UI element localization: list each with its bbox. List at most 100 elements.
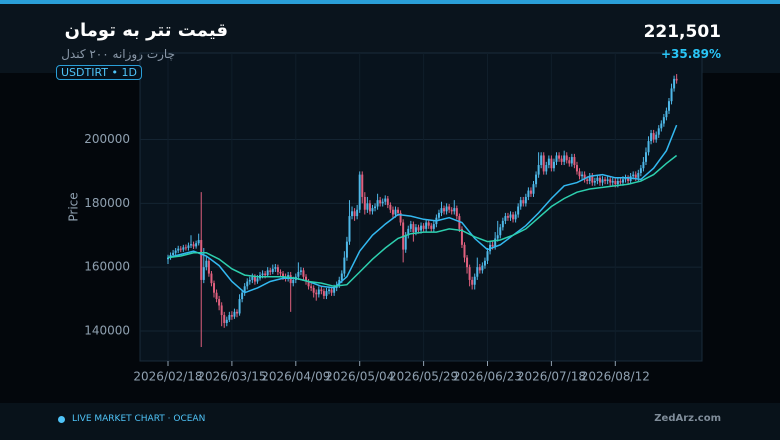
candle-body <box>532 184 535 194</box>
y-tick-label: 160000 <box>84 260 130 274</box>
candle-body <box>289 275 292 284</box>
y-tick-label: 180000 <box>84 196 130 210</box>
symbol-badge: USDTIRT • 1D <box>56 65 142 80</box>
candle-body <box>455 208 458 217</box>
candle-body <box>476 267 479 277</box>
candle-body <box>509 214 512 218</box>
candle-body <box>299 270 302 272</box>
candle-body <box>246 281 249 287</box>
candle-body <box>501 220 504 228</box>
candle-body <box>376 200 379 207</box>
candle-body <box>632 174 635 177</box>
candle-body <box>581 174 584 177</box>
candle-body <box>496 235 499 239</box>
candle-body <box>578 171 581 177</box>
candle-body <box>460 228 463 245</box>
title: قیمت تتر به تومان <box>64 20 228 41</box>
last-price: 221,501 <box>643 22 721 42</box>
candle-body <box>486 251 489 261</box>
moving-average-line <box>167 124 678 294</box>
candle-body <box>565 155 568 161</box>
candle-body <box>540 155 543 166</box>
candle-body <box>552 161 555 169</box>
x-tick-label: 2026/03/15 <box>197 370 266 384</box>
candle-body <box>197 240 200 244</box>
candle-body <box>394 209 397 215</box>
candle-body <box>353 211 356 217</box>
candle-body <box>202 267 205 280</box>
candle-body <box>317 289 320 295</box>
candle-body <box>253 276 256 282</box>
candle-body <box>458 216 461 229</box>
candle-body <box>210 273 213 284</box>
candle-body <box>642 161 645 169</box>
candle-body <box>524 196 527 204</box>
candle-body <box>297 271 300 277</box>
candle-body <box>555 155 558 162</box>
candle-body <box>205 260 208 268</box>
candle-body <box>506 216 509 218</box>
candle-body <box>535 174 538 185</box>
candle-body <box>195 243 198 247</box>
candle-body <box>348 216 351 242</box>
candle-body <box>230 315 233 317</box>
candle-body <box>361 174 364 197</box>
candle-body <box>338 279 341 285</box>
candle-body <box>519 200 522 207</box>
candle-body <box>213 283 216 293</box>
candle-body <box>207 260 210 274</box>
candle-body <box>251 276 254 280</box>
candle-body <box>368 203 371 212</box>
candle-body <box>389 204 392 210</box>
candle-body <box>381 201 384 204</box>
candle-body <box>575 165 578 172</box>
candle-body <box>616 180 619 185</box>
candle-body <box>634 174 637 178</box>
candle-body <box>345 241 348 258</box>
candle-body <box>463 244 466 258</box>
candle-body <box>558 155 561 159</box>
candle-body <box>172 252 175 256</box>
candle-body <box>537 165 540 175</box>
candle-body <box>276 267 279 272</box>
candle-body <box>220 305 223 316</box>
candle-body <box>404 235 407 250</box>
candle-body <box>391 209 394 215</box>
candle-body <box>282 273 285 277</box>
candle-body <box>667 101 670 111</box>
accent-bar <box>0 0 780 4</box>
candle-body <box>514 214 517 220</box>
candle-body <box>223 315 226 324</box>
x-tick-label: 2026/08/12 <box>581 370 650 384</box>
footer <box>0 403 780 440</box>
candle-body <box>504 216 507 221</box>
candle-body <box>407 228 410 236</box>
candle-body <box>529 190 532 194</box>
candle-body <box>238 299 241 314</box>
candle-body <box>167 257 169 260</box>
candle-body <box>425 222 428 229</box>
candle-body <box>412 224 415 233</box>
candle-body <box>570 157 573 164</box>
candle-body <box>187 245 190 249</box>
candle-body <box>328 289 331 292</box>
candle-body <box>363 196 366 210</box>
candle-body <box>660 123 663 129</box>
candle-body <box>302 270 305 277</box>
candle-body <box>542 155 545 172</box>
candle-body <box>182 247 185 250</box>
candle-body <box>351 211 354 217</box>
candle-body <box>478 267 481 271</box>
candle-body <box>374 206 377 209</box>
y-tick-label: 200000 <box>84 132 130 146</box>
candle-body <box>248 279 251 282</box>
candle-body <box>330 289 333 293</box>
candle-body <box>512 214 515 220</box>
candle-body <box>320 289 323 292</box>
brand: ZedArz.com <box>654 413 721 424</box>
candle-body <box>647 141 650 153</box>
price-change: +35.89% <box>660 47 721 61</box>
candle-body <box>264 273 267 276</box>
candle-body <box>450 209 453 212</box>
candle-body <box>619 180 622 183</box>
